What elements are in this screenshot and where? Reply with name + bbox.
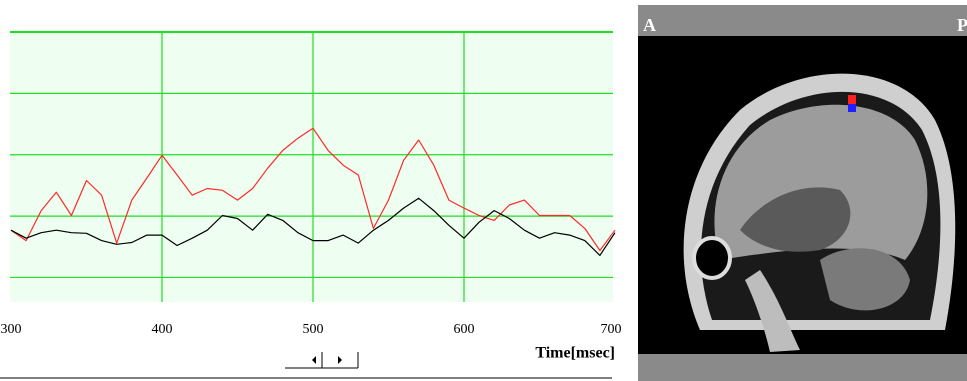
x-tick-label: 400: [152, 322, 173, 337]
eye: [692, 236, 732, 280]
x-tick-label: 500: [303, 322, 324, 337]
face: [745, 270, 800, 352]
plot-background: [10, 30, 613, 302]
mri-panel: A P: [638, 5, 967, 381]
scroll-right[interactable]: [338, 356, 342, 364]
x-tick-label: 600: [454, 322, 475, 337]
chart: 300 400 500 600 700: [1, 31, 622, 337]
marker-red: [848, 95, 856, 104]
x-axis-label: Time[msec]: [535, 345, 615, 362]
x-tick-label: 300: [1, 322, 22, 337]
x-tick-label: 700: [601, 322, 622, 337]
cerebellum: [820, 248, 910, 311]
brain-core: [740, 187, 851, 252]
scroll-left[interactable]: [312, 356, 316, 364]
orientation-right: P: [957, 15, 967, 35]
marker-blue: [848, 104, 856, 112]
scroll-buttons[interactable]: [285, 352, 359, 369]
series-line: [10, 127, 616, 252]
series-line: [10, 197, 616, 256]
orientation-left: A: [643, 15, 656, 35]
